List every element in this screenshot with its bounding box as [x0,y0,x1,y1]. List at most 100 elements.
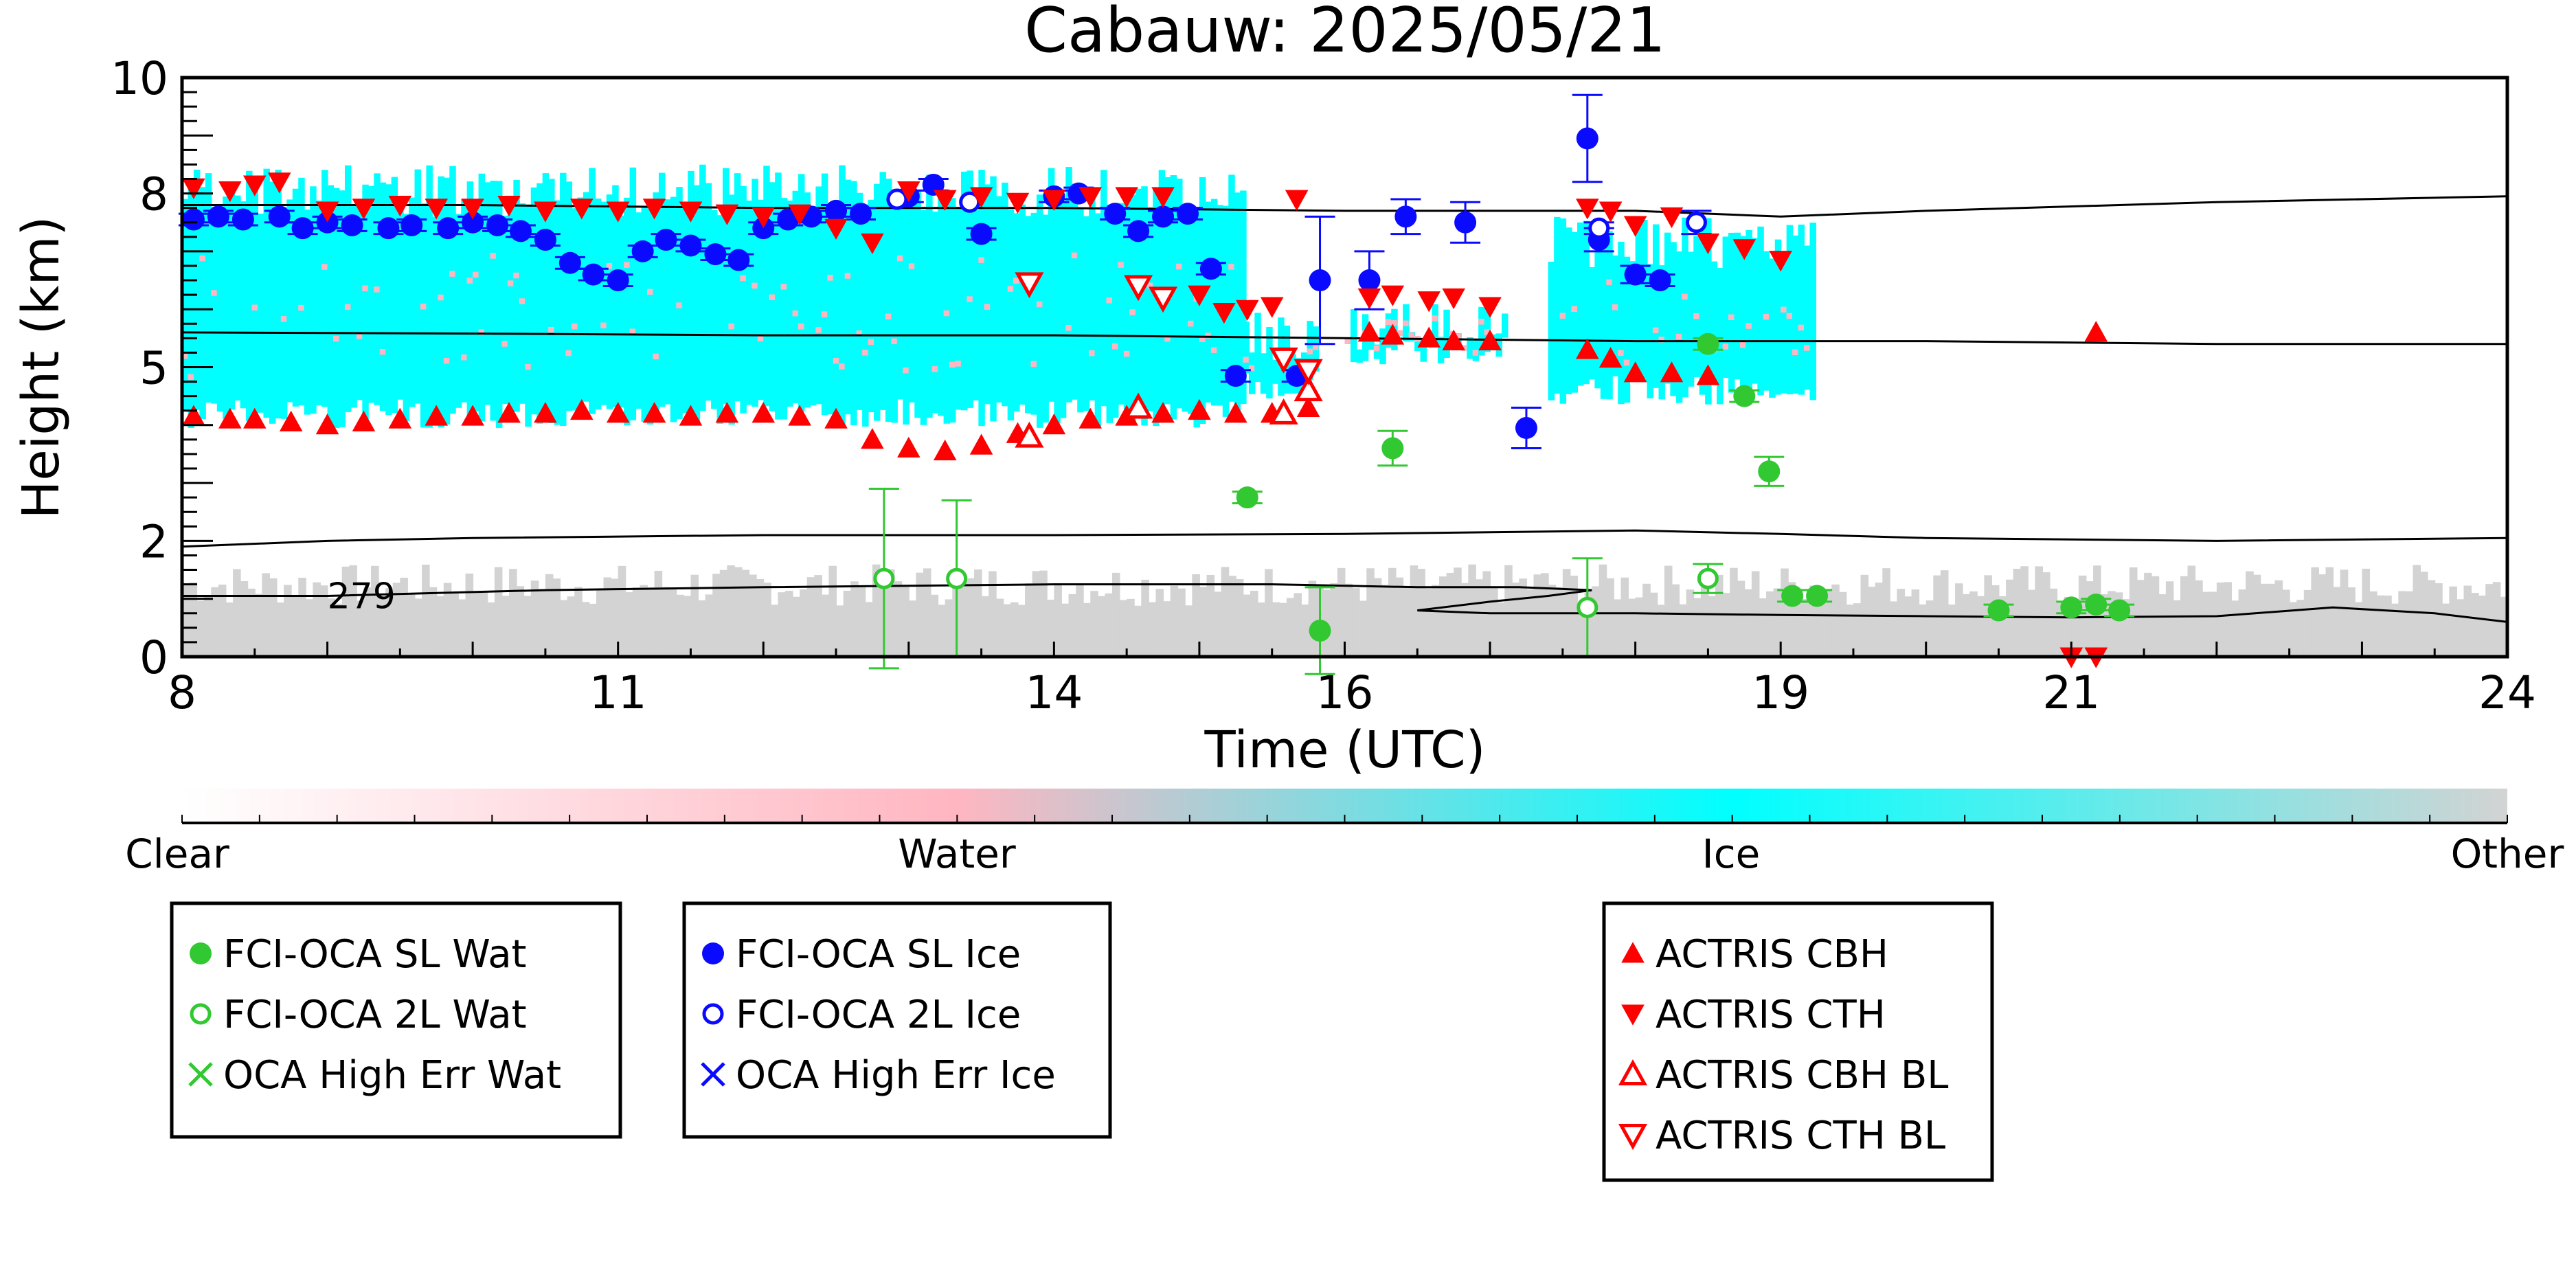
water-streak [1391,320,1397,326]
water-streak [647,289,653,295]
ice-column [827,213,834,415]
other-column [378,598,387,657]
other-column [2086,581,2094,657]
chart-title: Cabauw: 2025/05/21 [1024,0,1666,67]
ice-column [984,184,991,405]
data-point [497,196,521,217]
other-column [2195,580,2203,657]
other-column [2289,602,2298,657]
other-column [2500,596,2507,657]
data-point [242,175,267,196]
other-column [2013,568,2022,657]
ice-column [368,185,375,403]
legend: FCI-OCA SL Wat FCI-OCA 2L Wat OCA High Err… [170,901,1994,1182]
legend-frame [682,901,1112,1139]
ice-column [1243,321,1250,374]
ice-column [1205,201,1212,403]
other-column [1991,585,2000,657]
other-column [1417,569,1425,657]
legend-frame [170,901,622,1139]
ice-column [798,174,805,412]
other-column [1155,589,1164,657]
other-column [2471,593,2479,657]
water-streak [1606,279,1612,286]
other-column [1388,567,1397,657]
data-point [1151,402,1175,423]
data-point [1576,127,1598,150]
ice-column [821,173,828,416]
other-column [995,598,1004,657]
data-point [182,178,205,199]
other-column [1352,588,1360,657]
ice-column [554,200,561,425]
ice-column [565,181,572,411]
ice-column [1118,203,1125,405]
other-column [1737,580,1745,657]
colorbar-label: Clear [125,831,229,877]
ice-column [763,166,770,407]
other-column [2376,595,2385,657]
other-column [2420,572,2428,657]
ice-column [938,192,945,416]
ice-column [1025,216,1032,414]
ice-column [379,182,387,411]
legend-marker [702,1003,724,1025]
other-column [1439,576,1447,657]
data-point [752,402,776,423]
data-point [1697,332,1719,355]
water-streak [1612,304,1618,310]
water-streak [1653,327,1659,334]
other-column [843,590,852,657]
data-point [315,201,339,223]
ice-column [606,194,613,409]
data-point [752,207,776,229]
ice-column [466,181,474,425]
other-column [2449,586,2457,657]
water-streak [1205,332,1211,339]
water-streak [1397,330,1403,337]
other-column [2362,568,2371,657]
other-column [719,569,728,657]
ice-column [286,199,293,403]
ice-column [1373,344,1381,359]
water-streak [1129,309,1136,315]
ice-column [1792,235,1799,394]
water-streak [356,333,363,339]
ice-column [1129,194,1136,424]
ice-column [955,207,962,410]
ice-column [856,192,863,410]
other-column [203,596,212,657]
water-streak [449,271,455,277]
other-column [363,587,372,657]
legend-entry: FCI-OCA 2L Wat [223,993,527,1037]
data-point [1078,187,1103,208]
other-column [1432,585,1440,657]
other-column [988,571,997,657]
x-tick-label: 19 [1752,666,1809,719]
ice-column [530,187,538,415]
legend-marker [188,1062,213,1087]
other-column [422,564,430,657]
water-streak [1432,315,1438,321]
other-column [1250,591,1258,657]
ice-column [618,215,625,408]
ice-column [1379,328,1386,365]
water-streak [251,304,258,310]
ice-column [809,212,817,406]
water-streak [461,354,467,361]
other-column [225,602,234,657]
data-point [1293,359,1323,385]
y-tick-label: 5 [139,342,168,395]
other-column [908,600,917,657]
water-streak [1164,335,1171,342]
water-streak [420,303,427,310]
data-point [1381,324,1405,345]
data-point [704,243,727,266]
other-column [1228,576,1236,657]
other-column [662,587,670,657]
water-streak [333,335,339,342]
data-point [1381,437,1404,460]
data-point [752,217,775,240]
ice-column [1443,309,1450,358]
data-point [2108,599,2131,622]
